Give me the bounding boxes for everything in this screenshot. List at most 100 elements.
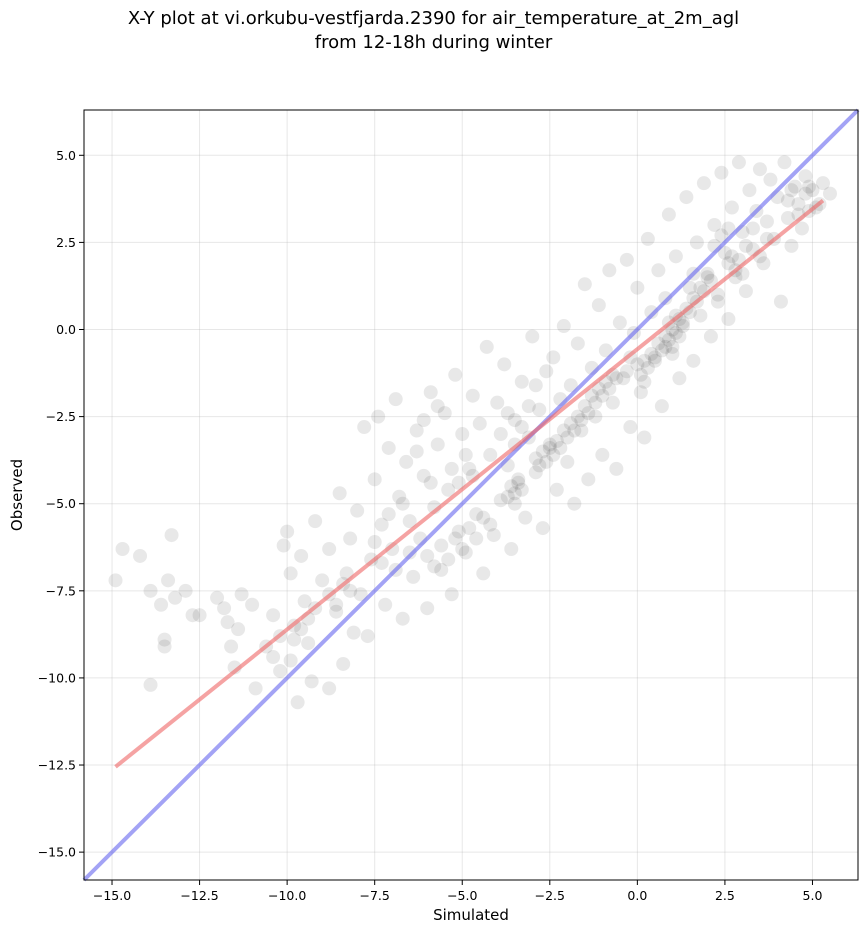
data-point (602, 381, 617, 396)
data-point (714, 165, 729, 180)
data-point (805, 183, 820, 198)
data-point (619, 364, 634, 379)
data-point (574, 413, 589, 428)
data-point (759, 214, 774, 229)
data-point (619, 252, 634, 267)
fit-lines (82, 108, 860, 882)
data-point (441, 552, 456, 567)
data-point (738, 238, 753, 253)
data-point (570, 409, 585, 424)
identity-line (82, 108, 860, 882)
data-point (514, 374, 529, 389)
data-point (689, 235, 704, 250)
data-point (633, 367, 648, 382)
data-point (710, 294, 725, 309)
data-point (745, 221, 760, 236)
data-point (420, 548, 435, 563)
data-point (703, 329, 718, 344)
data-point (451, 524, 466, 539)
data-point (381, 440, 396, 455)
y-tick-label: −5.0 (46, 496, 76, 511)
data-point (378, 597, 393, 612)
data-point (542, 440, 557, 455)
x-tick-label: −10.0 (268, 888, 306, 903)
data-point (294, 548, 309, 563)
data-point (336, 656, 351, 671)
data-point (693, 280, 708, 295)
data-point (448, 531, 463, 546)
x-axis-label: Simulated (433, 906, 509, 924)
data-point (493, 427, 508, 442)
data-point (287, 632, 302, 647)
data-point (210, 590, 225, 605)
data-point (248, 681, 263, 696)
data-point (535, 444, 550, 459)
data-point (553, 440, 568, 455)
data-point (490, 395, 505, 410)
data-point (637, 353, 652, 368)
x-tick-label: 0.0 (627, 888, 647, 903)
data-point (168, 590, 183, 605)
data-point (483, 517, 498, 532)
data-point (381, 507, 396, 522)
data-point (672, 312, 687, 327)
data-point (157, 632, 172, 647)
data-point (693, 308, 708, 323)
data-point (416, 413, 431, 428)
data-point (563, 416, 578, 431)
data-point (598, 343, 613, 358)
data-point (350, 503, 365, 518)
data-point (794, 221, 809, 236)
data-point (710, 287, 725, 302)
data-point (441, 482, 456, 497)
data-point (290, 695, 305, 710)
data-point (455, 427, 470, 442)
data-point (637, 430, 652, 445)
x-axis: −15.0 −12.5 −10.0 −7.5 −5.0 −2.5 0.0 2.5 5.0 (93, 880, 822, 903)
data-point (672, 329, 687, 344)
data-point (612, 315, 627, 330)
data-point (742, 183, 757, 198)
x-tick-label: 2.5 (715, 888, 735, 903)
data-point (388, 392, 403, 407)
data-point (430, 437, 445, 452)
data-point (752, 162, 767, 177)
data-point (465, 388, 480, 403)
data-point (392, 489, 407, 504)
data-point (143, 677, 158, 692)
data-point (423, 475, 438, 490)
data-point (514, 482, 529, 497)
data-point (504, 479, 519, 494)
data-point (714, 228, 729, 243)
data-point (469, 531, 484, 546)
data-point (784, 238, 799, 253)
data-point (371, 409, 386, 424)
data-point (308, 514, 323, 529)
data-point (374, 555, 389, 570)
data-point (791, 197, 806, 212)
data-point (304, 674, 319, 689)
data-point (581, 406, 596, 421)
data-point (661, 207, 676, 222)
data-point (507, 486, 522, 501)
data-point (528, 378, 543, 393)
y-tick-label: 5.0 (56, 148, 76, 163)
data-point (721, 221, 736, 236)
data-point (346, 625, 361, 640)
data-point (560, 454, 575, 469)
data-point (630, 280, 645, 295)
data-point (343, 531, 358, 546)
data-point (787, 179, 802, 194)
data-point (798, 169, 813, 184)
data-point (245, 597, 260, 612)
data-point (798, 186, 813, 201)
data-point (360, 629, 375, 644)
data-point (560, 430, 575, 445)
data-point (469, 507, 484, 522)
data-point (500, 406, 515, 421)
data-point (773, 294, 788, 309)
data-point (353, 587, 368, 602)
data-point (665, 346, 680, 361)
data-point (717, 245, 732, 260)
